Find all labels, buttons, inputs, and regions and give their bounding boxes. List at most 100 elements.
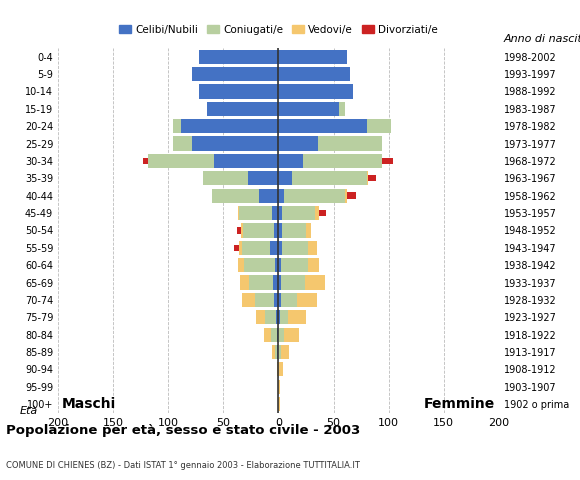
Bar xyxy=(276,310,278,324)
Legend: Celibi/Nubili, Coniugati/e, Vedovi/e, Divorziati/e: Celibi/Nubili, Coniugati/e, Vedovi/e, Di… xyxy=(115,20,442,39)
Bar xyxy=(240,276,249,289)
Text: Femmine: Femmine xyxy=(424,397,495,411)
Bar xyxy=(239,240,242,255)
Bar xyxy=(193,67,278,81)
Bar xyxy=(278,240,282,255)
Bar xyxy=(278,327,284,342)
Bar xyxy=(303,154,382,168)
Bar xyxy=(272,345,275,359)
Text: Popolazione per età, sesso e stato civile - 2003: Popolazione per età, sesso e stato civil… xyxy=(6,424,360,437)
Bar xyxy=(278,276,281,289)
Bar xyxy=(199,84,278,98)
Bar xyxy=(243,223,274,238)
Bar xyxy=(278,362,283,376)
Bar xyxy=(270,240,278,255)
Bar xyxy=(182,119,278,133)
Bar xyxy=(345,189,347,203)
Bar xyxy=(284,189,345,203)
Bar xyxy=(278,380,280,394)
Bar xyxy=(173,119,182,133)
Text: Anno di nascita: Anno di nascita xyxy=(503,35,580,44)
Bar xyxy=(367,171,368,185)
Bar xyxy=(271,327,277,342)
Text: COMUNE DI CHIENES (BZ) - Dati ISTAT 1° gennaio 2003 - Elaborazione TUTTITALIA.IT: COMUNE DI CHIENES (BZ) - Dati ISTAT 1° g… xyxy=(6,461,360,470)
Bar xyxy=(264,327,271,342)
Bar xyxy=(212,189,259,203)
Bar xyxy=(275,258,278,272)
Bar xyxy=(278,49,347,64)
Bar xyxy=(292,171,367,185)
Bar xyxy=(278,84,353,98)
Bar xyxy=(277,327,278,342)
Bar xyxy=(339,102,345,116)
Bar xyxy=(278,258,281,272)
Bar xyxy=(193,136,278,151)
Bar xyxy=(274,293,278,307)
Bar xyxy=(284,327,299,342)
Bar xyxy=(281,276,305,289)
Bar xyxy=(368,175,376,181)
Bar xyxy=(248,171,278,185)
Bar xyxy=(274,223,278,238)
Bar xyxy=(237,227,241,234)
Bar xyxy=(278,345,281,359)
Bar xyxy=(282,240,308,255)
Bar xyxy=(315,206,319,220)
Bar xyxy=(305,276,325,289)
Bar xyxy=(347,192,356,199)
Bar xyxy=(273,276,278,289)
Bar xyxy=(367,119,391,133)
Bar xyxy=(282,206,315,220)
Bar xyxy=(206,102,278,116)
Bar xyxy=(259,189,278,203)
Bar xyxy=(143,158,148,164)
Bar xyxy=(319,210,326,216)
Bar xyxy=(242,240,270,255)
Bar xyxy=(278,223,282,238)
Bar xyxy=(215,154,278,168)
Bar xyxy=(382,158,393,164)
Text: Età: Età xyxy=(19,406,38,416)
Bar xyxy=(278,293,281,307)
Bar xyxy=(255,293,274,307)
Bar xyxy=(278,136,318,151)
Bar xyxy=(297,293,317,307)
Bar xyxy=(308,240,317,255)
Bar xyxy=(278,119,367,133)
Bar xyxy=(308,258,319,272)
Bar xyxy=(278,102,339,116)
Bar xyxy=(256,310,265,324)
Bar xyxy=(204,171,248,185)
Bar xyxy=(238,258,244,272)
Bar xyxy=(234,245,239,251)
Bar xyxy=(280,310,288,324)
Bar xyxy=(281,293,297,307)
Bar xyxy=(249,276,273,289)
Bar xyxy=(278,206,282,220)
Bar xyxy=(281,345,289,359)
Bar xyxy=(241,223,243,238)
Bar xyxy=(199,49,278,64)
Bar xyxy=(278,154,303,168)
Text: Maschi: Maschi xyxy=(61,397,115,411)
Bar xyxy=(278,67,350,81)
Bar xyxy=(239,206,272,220)
Bar xyxy=(277,362,278,376)
Bar xyxy=(278,310,280,324)
Bar xyxy=(306,223,311,238)
Bar xyxy=(242,293,255,307)
Bar xyxy=(278,397,280,411)
Bar xyxy=(282,223,306,238)
Bar xyxy=(148,154,215,168)
Bar xyxy=(272,206,278,220)
Bar xyxy=(278,189,284,203)
Bar xyxy=(277,345,278,359)
Bar xyxy=(244,258,275,272)
Bar xyxy=(173,136,193,151)
Bar xyxy=(288,310,306,324)
Bar xyxy=(265,310,276,324)
Bar xyxy=(278,171,292,185)
Bar xyxy=(318,136,382,151)
Bar xyxy=(275,345,277,359)
Bar xyxy=(281,258,308,272)
